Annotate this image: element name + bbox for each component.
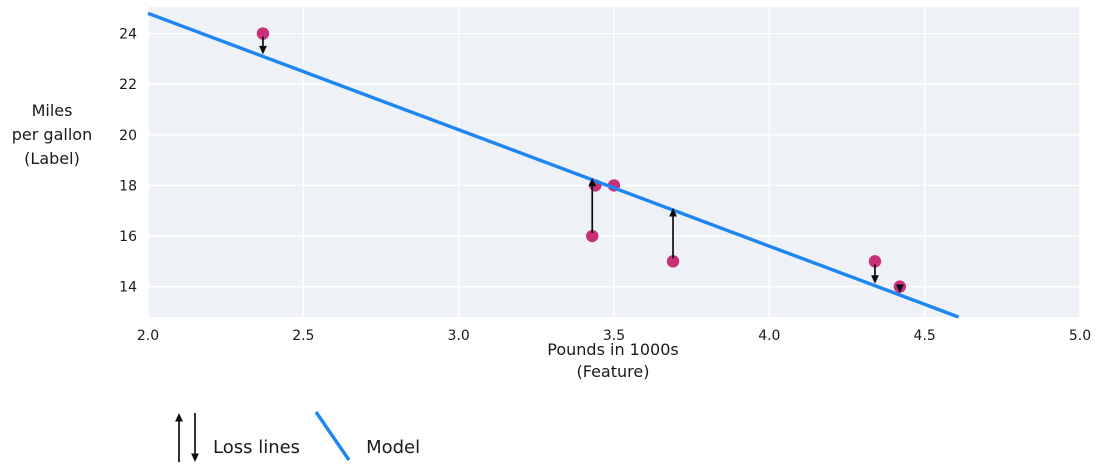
chart-legend: Loss lines Model bbox=[160, 404, 420, 464]
loss-arrow bbox=[588, 177, 597, 234]
data-point bbox=[868, 255, 882, 268]
y-tick-label: 22 bbox=[119, 77, 137, 93]
loss-arrow bbox=[895, 284, 904, 294]
loss-arrow-head bbox=[895, 284, 904, 294]
data-point bbox=[666, 255, 680, 268]
x-axis-label: Pounds in 1000s (Feature) bbox=[547, 340, 679, 381]
loss-arrow-head bbox=[871, 275, 879, 284]
legend-label-model: Model bbox=[366, 437, 421, 458]
x-tick-label: 3.0 bbox=[448, 328, 470, 344]
y-axis-label: Miles per gallon (Label) bbox=[11, 101, 93, 168]
loss-arrows-glyph bbox=[175, 413, 199, 462]
loss-arrow-head bbox=[588, 177, 597, 187]
y-tick-label: 20 bbox=[119, 128, 137, 144]
x-tick-label: 5.0 bbox=[1069, 328, 1091, 344]
y-tick-label: 24 bbox=[119, 27, 137, 43]
model-line bbox=[147, 11, 960, 319]
data-point bbox=[256, 27, 270, 40]
model-legend-icon bbox=[314, 411, 351, 461]
loss-arrow bbox=[871, 264, 879, 284]
loss-arrow bbox=[669, 208, 677, 259]
x-tick-label: 2.5 bbox=[292, 328, 314, 344]
y-tick-label: 14 bbox=[119, 280, 137, 296]
x-tick-label: 2.0 bbox=[137, 328, 159, 344]
loss-arrow-head bbox=[259, 45, 267, 55]
loss-lines-legend-icon bbox=[175, 413, 199, 462]
y-tick-label: 16 bbox=[119, 229, 137, 245]
x-tick-label: 4.5 bbox=[914, 328, 936, 344]
model-line-glyph bbox=[314, 411, 351, 461]
x-tick-label: 4.0 bbox=[758, 328, 780, 344]
loss-arrow-head bbox=[669, 208, 677, 217]
data-point bbox=[586, 229, 599, 243]
x-tick-label: 3.5 bbox=[603, 328, 625, 344]
legend-label-loss-lines: Loss lines bbox=[213, 437, 301, 458]
y-tick-label: 18 bbox=[119, 178, 137, 194]
loss-arrow bbox=[259, 36, 267, 55]
